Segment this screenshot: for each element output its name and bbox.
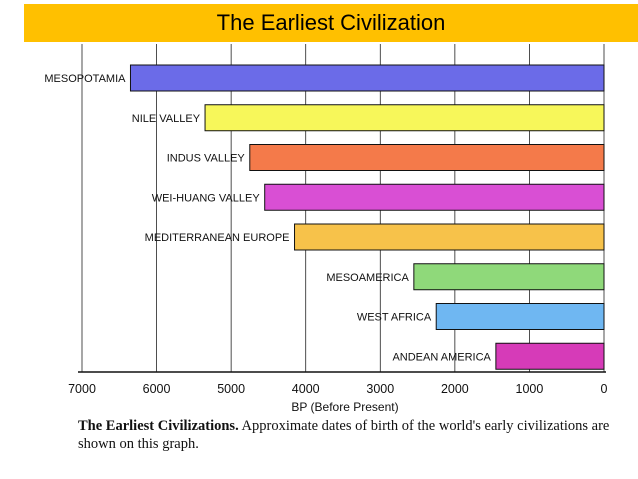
bar-wei-huang-valley — [264, 183, 605, 211]
bar-indus-valley — [249, 144, 605, 171]
x-tick-label: 0 — [601, 382, 608, 396]
x-tick-label: 4000 — [292, 382, 320, 396]
bar-label: MESOAMERICA — [326, 272, 409, 284]
x-tick-label: 7000 — [68, 382, 96, 396]
bars-group — [129, 64, 605, 370]
bar-label: INDUS VALLEY — [167, 153, 246, 165]
title-bar: The Earliest Civilization — [24, 4, 638, 42]
bar-label: MESOPOTAMIA — [44, 73, 126, 85]
bar-andean-america — [495, 342, 605, 370]
x-tick-label: 5000 — [217, 382, 245, 396]
bar-mesoamerica — [413, 263, 605, 291]
caption-bold: The Earliest Civilizations. — [78, 418, 239, 434]
bar-label: MEDITERRANEAN EUROPE — [145, 232, 290, 244]
caption-text: Approximate dates of birth of the world'… — [78, 418, 610, 452]
x-tick-label: 1000 — [516, 382, 544, 396]
page-title: The Earliest Civilization — [216, 10, 446, 35]
x-ticks-group: 7000 6000 5000 4000 3000 2000 1000 0 — [68, 382, 607, 396]
bar-mesopotamia — [129, 64, 605, 92]
x-axis-label: BP (Before Present) — [291, 400, 398, 414]
bar-label: WEI-HUANG VALLEY — [152, 192, 261, 204]
bar-west-africa — [435, 303, 605, 330]
bar-nile-valley — [204, 104, 605, 132]
bar-mediterranean-europe — [294, 223, 605, 251]
bar-labels-group: MESOPOTAMIA NILE VALLEY INDUS VALLEY WEI-HU… — [44, 73, 491, 363]
bar-label: ANDEAN AMERICA — [392, 351, 491, 363]
x-tick-label: 2000 — [441, 382, 469, 396]
x-tick-label: 6000 — [143, 382, 171, 396]
bar-label: NILE VALLEY — [132, 113, 201, 125]
bar-label: WEST AFRICA — [357, 312, 432, 324]
figure-caption: The Earliest Civilizations. Approximate … — [78, 417, 618, 453]
x-tick-label: 3000 — [366, 382, 394, 396]
